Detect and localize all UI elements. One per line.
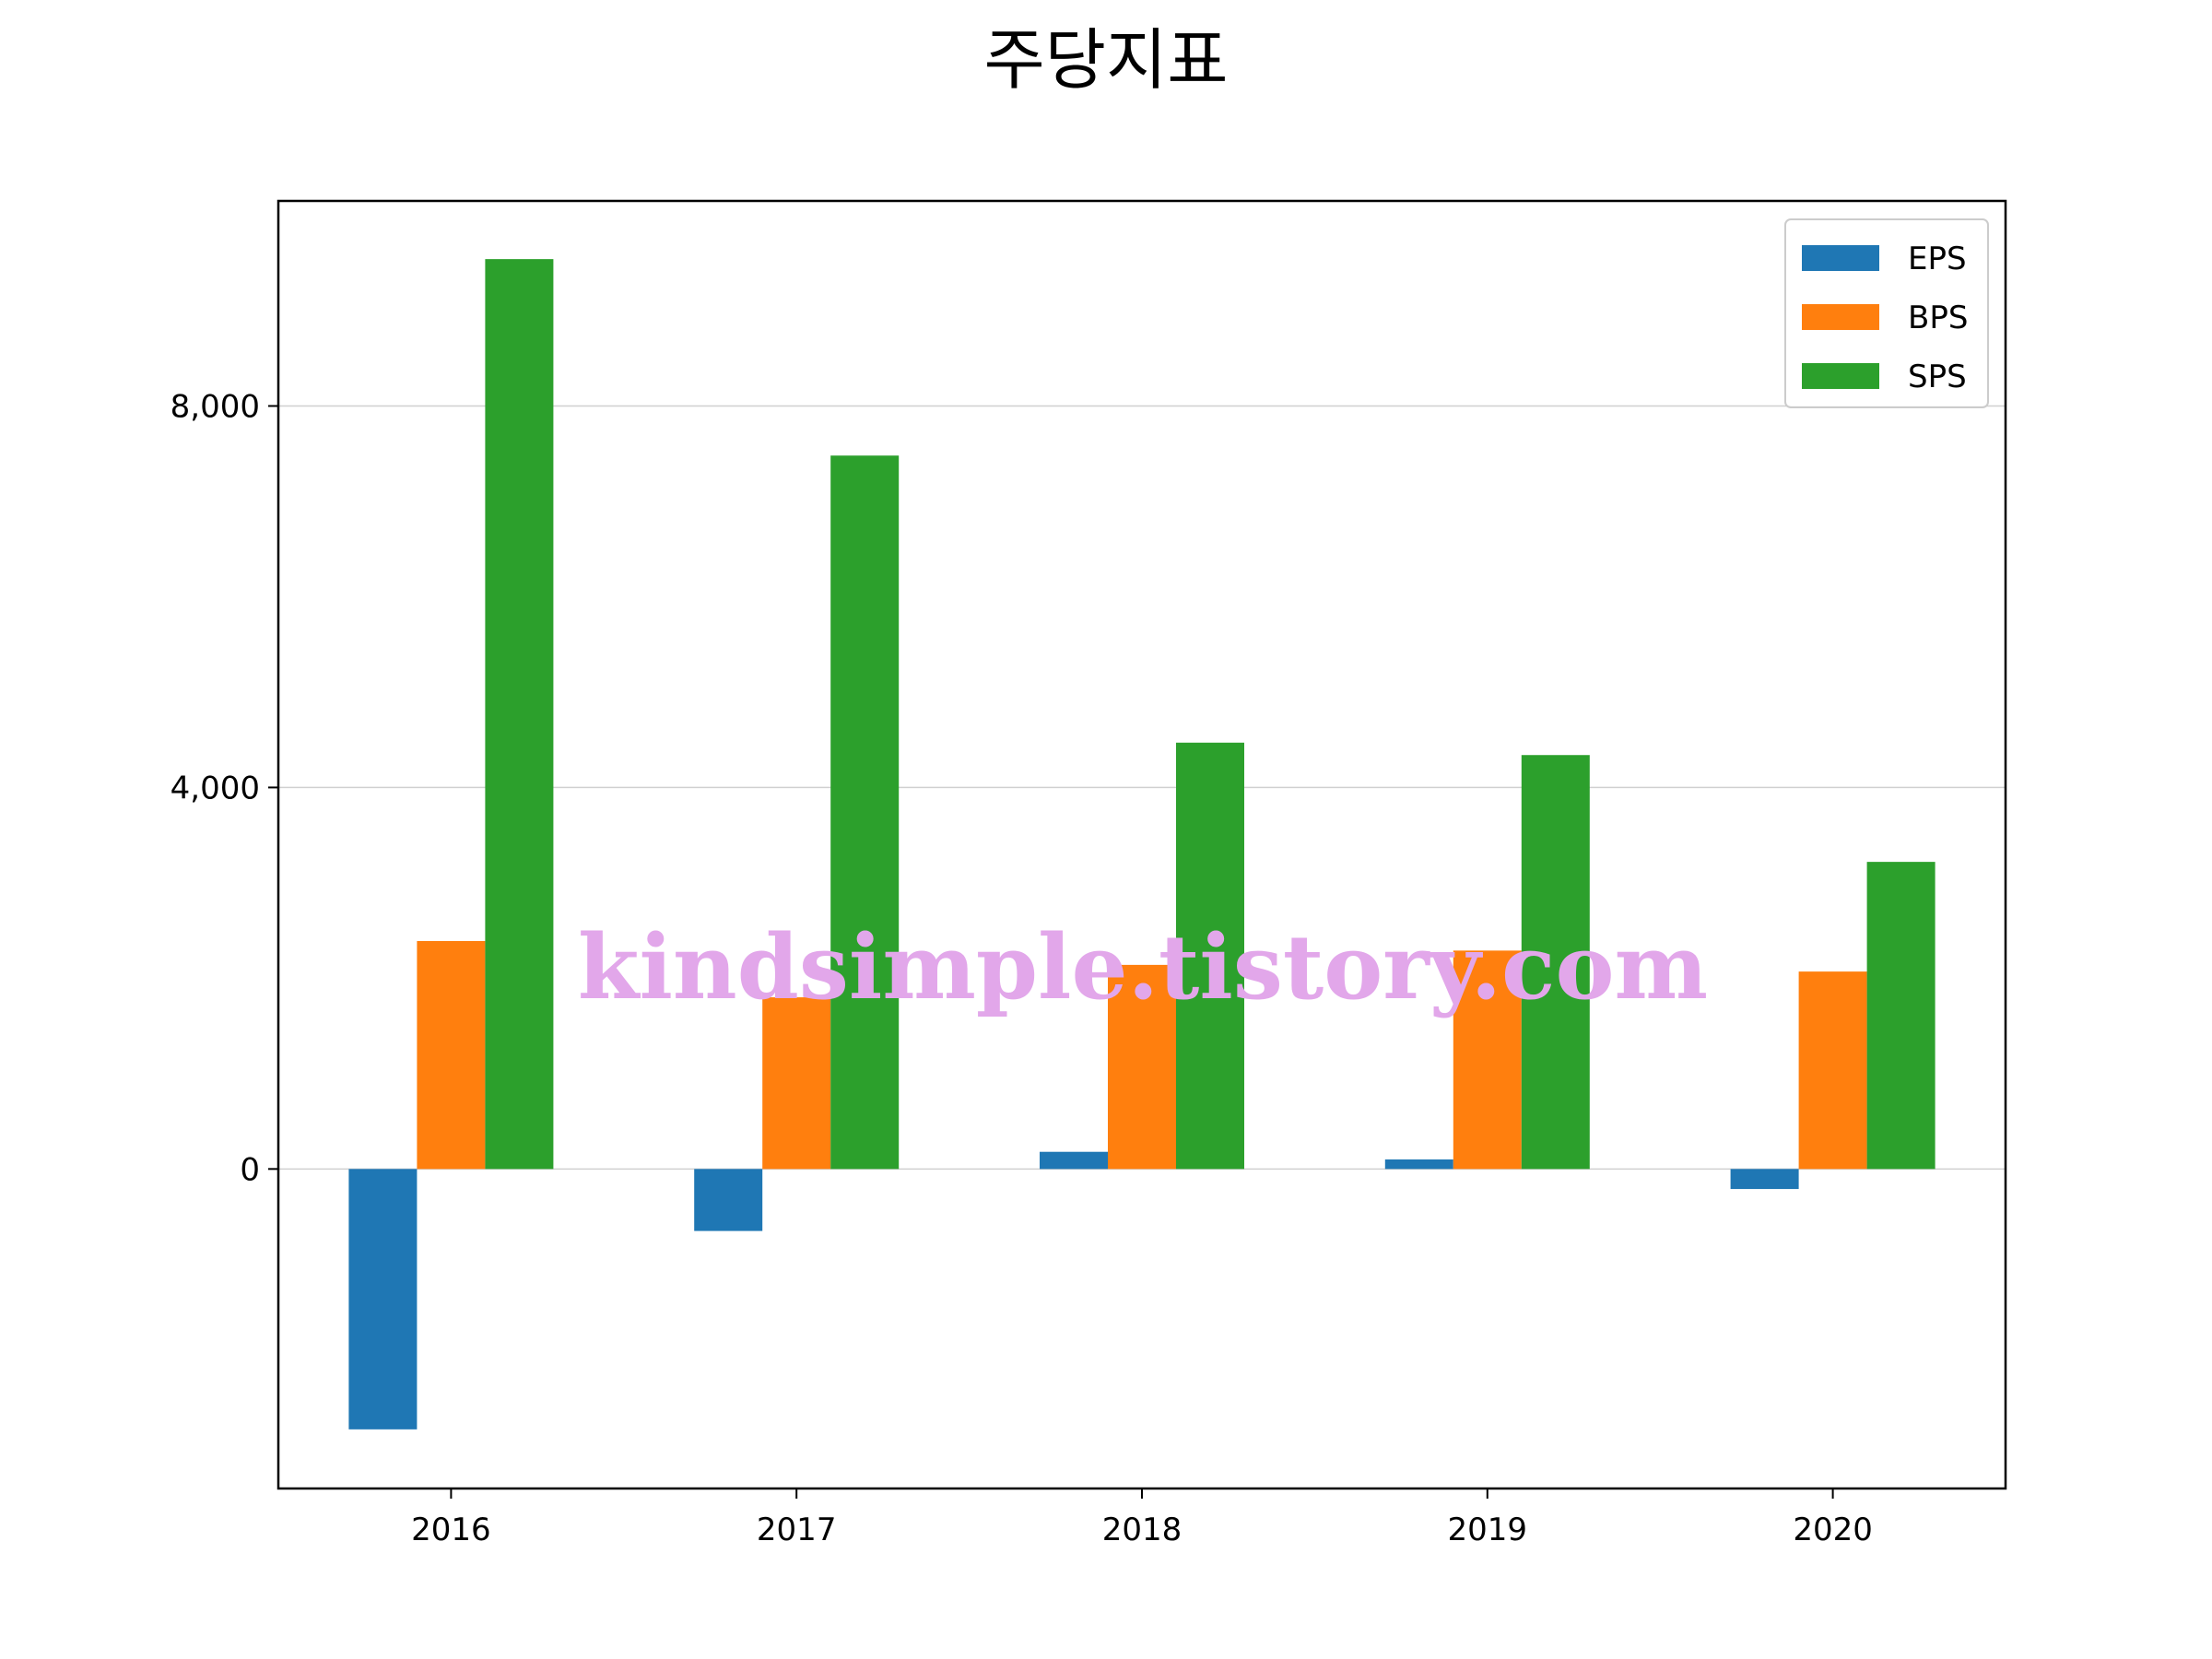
bar-bps-2016: [417, 941, 486, 1170]
bar-sps-2017: [830, 455, 900, 1170]
y-tick-label: 0: [240, 1151, 260, 1188]
x-tick-label: 2019: [1448, 1512, 1528, 1548]
bar-sps-2018: [1176, 742, 1244, 1170]
legend-swatch-bps: [1802, 304, 1879, 330]
x-tick-label: 2017: [757, 1512, 837, 1548]
bar-bps-2017: [762, 997, 831, 1170]
y-tick-label: 8,000: [171, 388, 260, 425]
bar-eps-2018: [1040, 1151, 1108, 1170]
bar-bps-2018: [1108, 964, 1176, 1170]
legend-label-eps: EPS: [1908, 241, 1967, 277]
watermark: kindsimple.tistory.com: [578, 915, 1708, 1019]
legend-label-bps: BPS: [1908, 300, 1968, 336]
bar-bps-2020: [1798, 971, 1867, 1170]
legend: EPS BPS SPS: [1784, 218, 1989, 408]
bar-sps-2019: [1521, 755, 1590, 1170]
bar-eps-2020: [1730, 1169, 1799, 1190]
bar-sps-2016: [485, 259, 554, 1170]
legend-swatch-sps: [1802, 363, 1879, 389]
x-tick-label: 2018: [1102, 1512, 1182, 1548]
bars: [348, 259, 1936, 1430]
x-tick-label: 2020: [1793, 1512, 1873, 1548]
legend-label-sps: SPS: [1908, 359, 1967, 395]
bar-eps-2019: [1384, 1159, 1453, 1170]
bar-eps-2017: [694, 1169, 763, 1231]
legend-swatch-eps: [1802, 245, 1879, 271]
bar-sps-2020: [1866, 862, 1936, 1170]
y-tick-label: 4,000: [171, 770, 260, 806]
x-tick-label: 2016: [411, 1512, 491, 1548]
bar-eps-2016: [348, 1169, 418, 1430]
axis-ticks: 0 4,000 8,000 2016 2017 2018 2019 2020: [171, 388, 1873, 1548]
chart-title: 주당지표: [984, 21, 1229, 99]
bar-bps-2019: [1453, 950, 1522, 1170]
